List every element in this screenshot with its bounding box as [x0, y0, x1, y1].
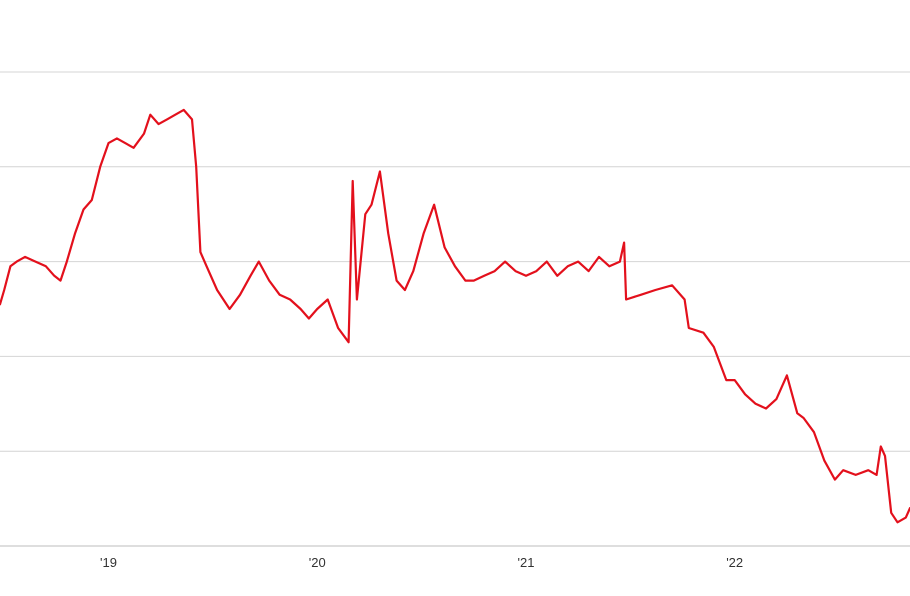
series-line-0 [0, 108, 910, 524]
x-tick-label-0: '19 [100, 555, 117, 570]
x-tick-label-3: '22 [726, 555, 743, 570]
x-tick-label-1: '20 [309, 555, 326, 570]
x-tick-label-2: '21 [517, 555, 534, 570]
gridlines [0, 71, 910, 547]
series-group [0, 108, 910, 524]
x-axis-ticks: '19 '20 '21 '22 [100, 555, 743, 570]
